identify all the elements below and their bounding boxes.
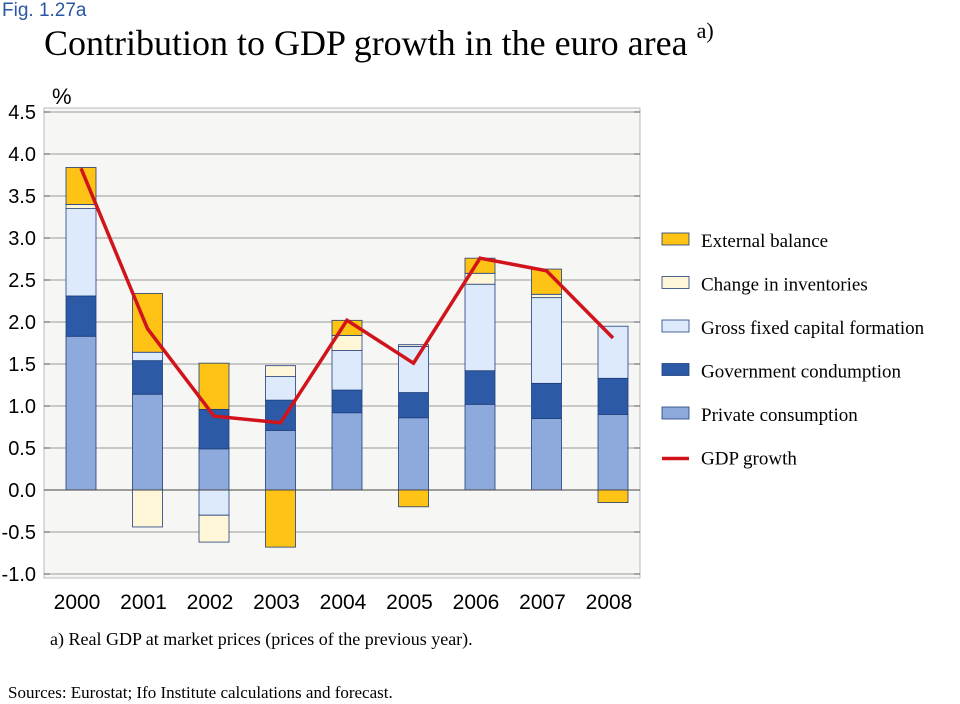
legend-label: External balance	[701, 231, 828, 252]
legend-label: GDP growth	[701, 449, 797, 470]
bar-gross-fixed-capital-formation-2005	[398, 345, 429, 393]
bar-government-consumption-2008	[597, 377, 629, 415]
bar-change-in-inventories-2007	[531, 293, 562, 299]
x-tick-label-2004: 2004	[320, 591, 367, 614]
bar-gross-fixed-capital-formation-2007	[531, 297, 562, 384]
y-tick-label: -0.5	[2, 522, 36, 544]
legend-item-gdp-line: GDP growth	[662, 449, 797, 470]
legend: External balance Change in inventories Gro…	[661, 231, 925, 470]
bar-private-consumption-2007	[531, 418, 562, 491]
y-tick-label: 0.5	[8, 438, 36, 460]
legend-swatch	[661, 232, 690, 246]
gdp-growth-line	[79, 167, 615, 425]
legend-label: Change in inventories	[701, 275, 868, 296]
sources-note: Sources: Eurostat; Ifo Institute calcula…	[8, 683, 393, 702]
chart-title-footnote-mark: a)	[696, 18, 714, 43]
legend-item-government-consumption: Government condumption	[661, 362, 901, 383]
bar-external-balance-2005	[398, 489, 429, 508]
bar-gross-fixed-capital-formation-2006	[464, 283, 496, 372]
bar-private-consumption-2002	[198, 448, 230, 491]
bar-private-consumption-2000	[65, 335, 97, 491]
bar-private-consumption-2001	[132, 393, 163, 491]
bar-gross-fixed-capital-formation-2008	[597, 325, 629, 379]
y-tick-label: 4.0	[8, 144, 36, 166]
bar-change-in-inventories-2000	[65, 203, 97, 209]
bars	[65, 167, 629, 548]
y-tick-label: 3.0	[8, 228, 36, 250]
bar-gross-fixed-capital-formation-2004	[331, 350, 363, 391]
bar-private-consumption-2003	[265, 429, 296, 491]
bar-government-consumption-2006	[464, 370, 496, 405]
bar-gross-fixed-capital-formation-2002	[198, 489, 230, 516]
legend-item-external-balance: External balance	[661, 231, 828, 252]
x-tick-label-2000: 2000	[54, 591, 101, 614]
figure-label: Fig. 1.27a	[2, 0, 87, 21]
legend-label: Gross fixed capital formation	[701, 318, 925, 339]
bar-external-balance-2008	[597, 489, 629, 504]
bar-government-consumption-2007	[531, 382, 562, 420]
bar-government-consumption-2004	[331, 389, 363, 414]
unit-label: %	[52, 84, 72, 109]
bar-private-consumption-2005	[398, 417, 429, 491]
x-tick-label-2002: 2002	[187, 591, 234, 614]
legend-label: Private consumption	[701, 405, 858, 426]
legend-item-private-consumption: Private consumption	[661, 405, 858, 426]
bar-change-in-inventories-2001	[132, 489, 163, 528]
gdp-growth-line-group	[79, 167, 615, 425]
bar-government-consumption-2001	[132, 360, 163, 395]
bar-change-in-inventories-2003	[265, 365, 296, 377]
chart-title: Contribution to GDP growth in the euro a…	[44, 18, 714, 64]
legend-item-change-in-inventories: Change in inventories	[661, 275, 868, 296]
chart-title-text: Contribution to GDP growth in the euro a…	[44, 23, 688, 63]
legend-swatch	[661, 319, 690, 333]
y-tick-label: 3.5	[8, 186, 36, 208]
legend-item-gross-fixed-capital-formation: Gross fixed capital formation	[661, 318, 925, 339]
bar-external-balance-2000	[65, 167, 97, 205]
y-tick-label: 2.0	[8, 312, 36, 334]
y-axis-ticks: 4.5 4.0 3.5 3.0 2.5 2.0 1.5 1.0 0.5 0.0 -0.5 -1.0	[2, 102, 36, 586]
bar-gross-fixed-capital-formation-2001	[132, 351, 163, 362]
x-tick-label-2006: 2006	[453, 591, 500, 614]
x-tick-label-2008: 2008	[586, 591, 633, 614]
legend-swatch	[661, 276, 690, 289]
bar-external-balance-2003	[265, 489, 296, 548]
bar-private-consumption-2004	[331, 412, 363, 491]
x-tick-label-2003: 2003	[253, 591, 300, 614]
bar-gross-fixed-capital-formation-2000	[65, 208, 97, 297]
x-tick-label-2005: 2005	[386, 591, 433, 614]
y-tick-label: -1.0	[2, 564, 36, 586]
footnote: a) Real GDP at market prices (prices of …	[50, 629, 473, 649]
bar-private-consumption-2006	[464, 403, 496, 491]
x-tick-label-2007: 2007	[519, 591, 566, 614]
legend-swatch	[661, 406, 690, 420]
bar-change-in-inventories-2002	[198, 514, 230, 543]
legend-swatch	[661, 363, 690, 376]
bar-private-consumption-2008	[597, 413, 629, 491]
bar-change-in-inventories-2005	[398, 344, 429, 347]
y-tick-label: 0.0	[8, 480, 36, 502]
bar-government-consumption-2005	[398, 392, 429, 419]
x-axis-ticks: 2000 2001 2002 2003 2004 2005 2006 2007 2008	[54, 591, 633, 614]
y-tick-label: 1.5	[8, 354, 36, 376]
bar-government-consumption-2000	[65, 295, 97, 337]
y-tick-label: 4.5	[8, 102, 36, 124]
bar-gross-fixed-capital-formation-2003	[265, 376, 296, 401]
x-tick-label-2001: 2001	[120, 591, 167, 614]
y-tick-label: 2.5	[8, 270, 36, 292]
legend-label: Government condumption	[701, 362, 901, 383]
y-tick-label: 1.0	[8, 396, 36, 418]
